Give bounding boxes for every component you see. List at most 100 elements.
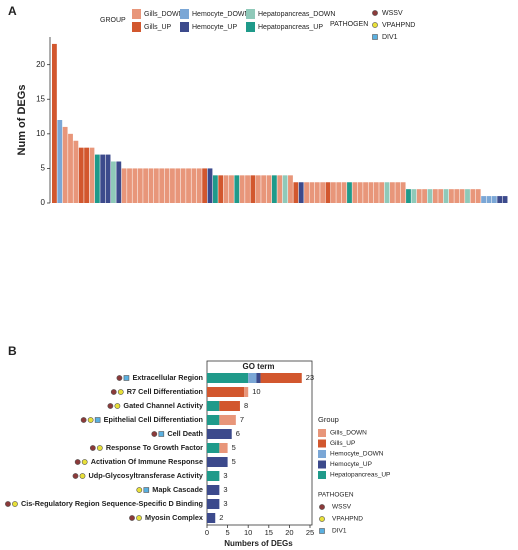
- legend-title: GROUP: [100, 17, 126, 24]
- bar: [282, 175, 288, 203]
- legend-swatch: [318, 460, 326, 469]
- x-tick-label: 20: [285, 528, 293, 537]
- bar: [78, 147, 84, 203]
- bar: [336, 182, 342, 203]
- bar: [406, 189, 411, 203]
- bar: [497, 196, 503, 203]
- bar: [325, 182, 331, 203]
- bar: [116, 161, 122, 203]
- bar-segment: [207, 471, 220, 481]
- pathogen-marker: [80, 417, 87, 423]
- pathogen-marker: [129, 515, 135, 521]
- bar: [411, 189, 417, 203]
- bar: [62, 126, 68, 203]
- bar: [212, 175, 218, 203]
- pathogen-legend-symbol: [319, 516, 325, 522]
- bar: [271, 175, 277, 203]
- bar-segment: [207, 513, 216, 523]
- bar: [191, 168, 197, 203]
- bar: [395, 182, 401, 203]
- bar: [341, 182, 347, 203]
- bar: [170, 168, 175, 203]
- bar: [363, 182, 368, 203]
- legend-label: Hepatopancreas_DOWN: [258, 11, 335, 18]
- pathogen-legend-label: VPAHPND: [382, 22, 415, 29]
- bar: [491, 196, 497, 203]
- legend-label: Hepatopancreas_UP: [258, 24, 323, 31]
- bar: [347, 182, 352, 203]
- legend-label: Gills_DOWN: [144, 11, 184, 18]
- bar: [132, 168, 138, 203]
- category-label: Udp-Glycosyltransferase Activity: [89, 471, 204, 480]
- x-tick-label: 25: [306, 528, 314, 537]
- legend-swatch: [246, 22, 255, 32]
- pathogen-marker: [114, 403, 121, 409]
- legend-label: Hemocyte_DOWN: [330, 451, 384, 458]
- bar-segment: [219, 415, 236, 425]
- bar: [293, 182, 299, 203]
- legend-swatch: [132, 9, 141, 19]
- bar: [298, 182, 304, 203]
- x-tick-label: 5: [226, 528, 230, 537]
- total-label: 7: [240, 415, 244, 424]
- x-tick-label: 10: [244, 528, 252, 537]
- category-label: Extracellular Region: [132, 373, 203, 382]
- bar: [255, 175, 261, 203]
- bar: [239, 175, 245, 203]
- bar: [180, 168, 186, 203]
- category-label: Cell Death: [167, 429, 203, 438]
- legend-swatch: [180, 22, 189, 32]
- y-tick-label: 20: [36, 60, 45, 69]
- category-label: Epithelial Cell Differentiation: [104, 415, 203, 424]
- pathogen-marker: [72, 473, 79, 479]
- bar: [448, 189, 454, 203]
- bar-segment: [260, 373, 302, 383]
- panel-label: A: [8, 4, 17, 18]
- bar: [288, 175, 293, 203]
- bar: [52, 43, 57, 203]
- bar: [196, 168, 202, 203]
- category-label: R7 Cell Differentiation: [127, 387, 203, 396]
- bar-segment: [248, 373, 257, 383]
- legend-swatch: [318, 450, 326, 458]
- total-label: 5: [232, 443, 236, 452]
- bar-segment: [244, 387, 249, 397]
- bar: [470, 189, 476, 203]
- bar: [89, 147, 95, 203]
- bar: [304, 182, 309, 203]
- x-axis-label: Numbers of DEGs: [224, 539, 293, 548]
- bar-segment: [207, 401, 220, 411]
- bar: [234, 175, 240, 203]
- bar: [245, 175, 250, 203]
- bar: [207, 168, 213, 203]
- pathogen-legend-label: DIV1: [332, 528, 347, 535]
- bar: [84, 147, 90, 203]
- pathogen-legend-label: DIV1: [382, 34, 398, 41]
- bar: [261, 175, 267, 203]
- pathogen-marker: [5, 501, 11, 507]
- pathogen-legend-symbol: [319, 504, 325, 510]
- legend-swatch: [318, 471, 326, 479]
- bar: [357, 182, 363, 203]
- bar-segment: [207, 443, 220, 453]
- bar: [459, 189, 465, 203]
- total-label: 3: [223, 485, 227, 494]
- bar: [277, 175, 283, 203]
- total-label: 10: [252, 387, 260, 396]
- bar: [384, 182, 390, 203]
- bar-segment: [207, 373, 249, 383]
- bar: [454, 189, 460, 203]
- bar: [164, 168, 170, 203]
- pathogen-legend-label: WSSV: [382, 10, 403, 17]
- y-tick-label: 0: [41, 198, 46, 207]
- bar: [229, 175, 234, 203]
- bar-segment: [207, 499, 220, 509]
- bar-segment: [207, 429, 232, 439]
- legend-swatch: [180, 9, 189, 19]
- total-label: 6: [236, 429, 240, 438]
- bar: [379, 182, 385, 203]
- bar: [121, 168, 127, 203]
- category-label: Myosin Complex: [145, 513, 203, 522]
- pathogen-legend-symbol: [372, 34, 378, 40]
